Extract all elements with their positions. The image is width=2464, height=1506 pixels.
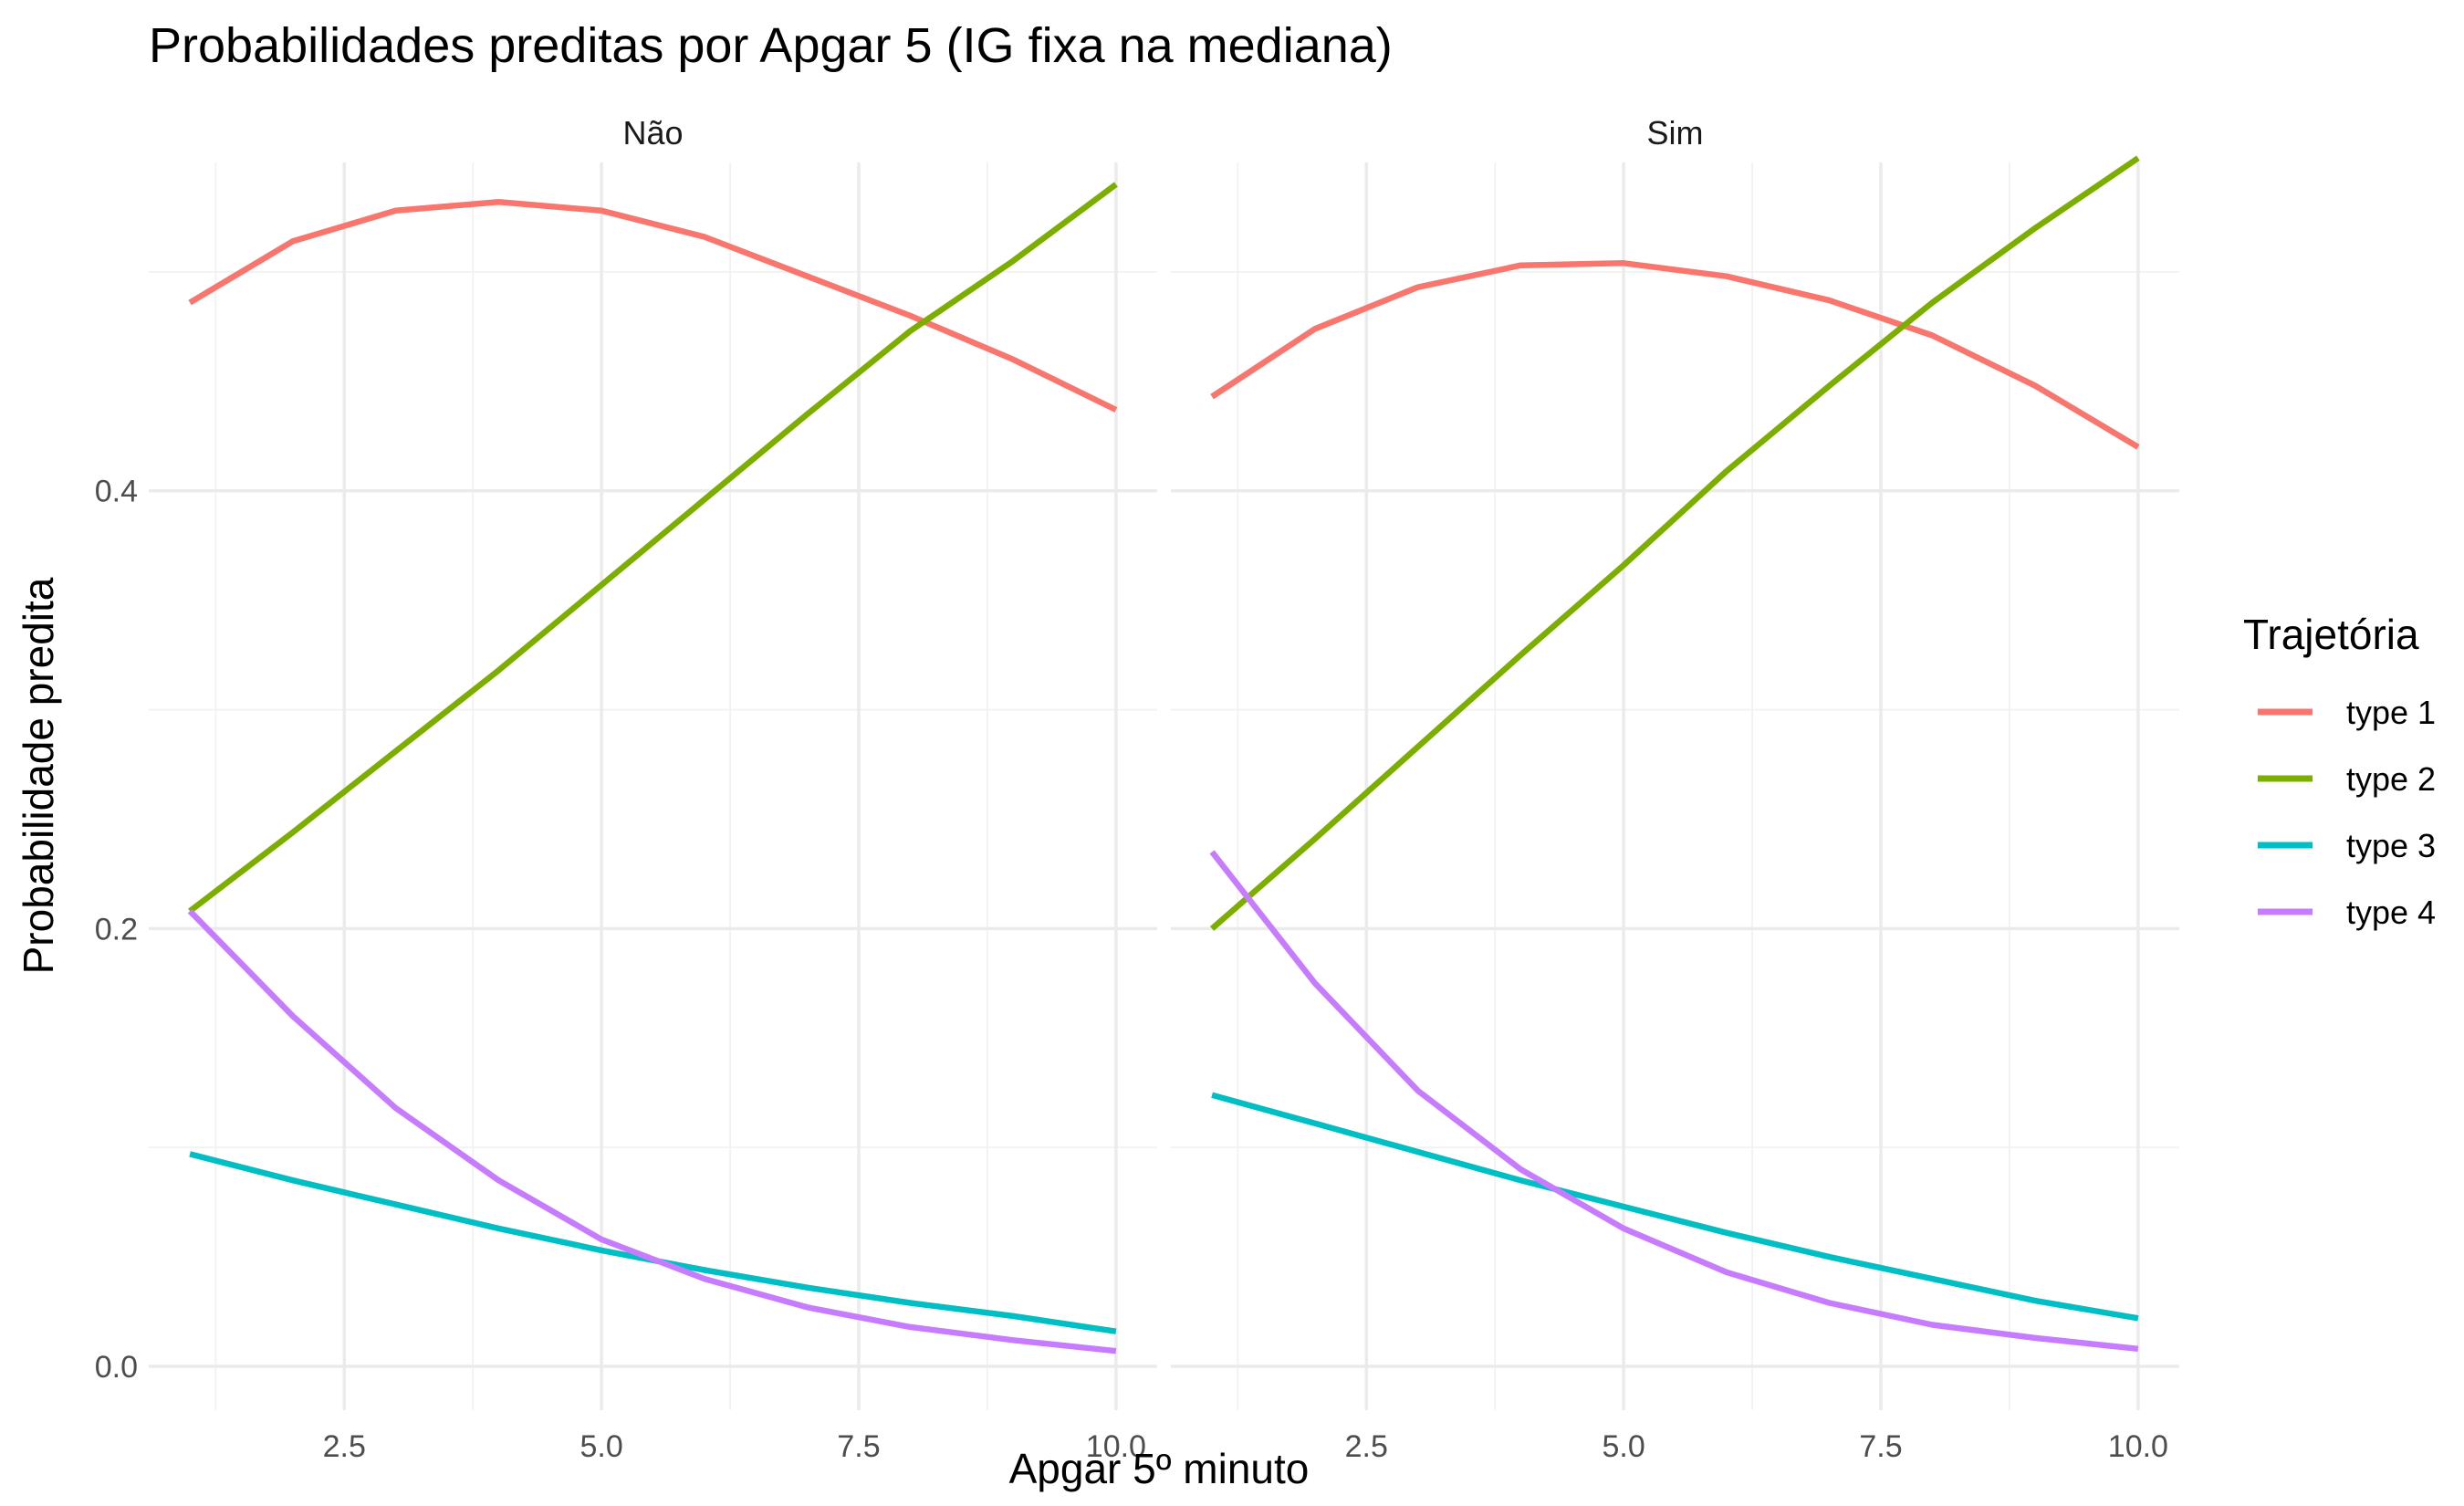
x-tick-label: 5.0	[1602, 1429, 1644, 1464]
x-tick-label: 10.0	[1086, 1429, 1146, 1464]
series-line-type-1	[188, 198, 1118, 413]
legend-label: type 1	[2346, 694, 2436, 731]
series-line-type-3	[189, 1151, 1117, 1334]
series-line-type-4	[187, 908, 1117, 1354]
x-tick-label: 10.0	[2108, 1429, 2168, 1464]
legend-item: type 3	[2258, 827, 2436, 864]
series-line-type-3	[1211, 1092, 2139, 1322]
legend-item: type 2	[2258, 760, 2436, 798]
panel-2: Sim 2.5 5.0 7.5 10.0	[1171, 114, 2179, 1464]
facet-label: Não	[622, 114, 683, 152]
panel-grid	[1171, 162, 2179, 1410]
facet-label: Sim	[1647, 114, 1704, 152]
legend-item: type 1	[2258, 694, 2436, 731]
x-axis-title: Apgar 5º minuto	[1009, 1445, 1310, 1492]
legend-entries: type 1 type 2 type 3 type 4	[2258, 694, 2436, 931]
panels: Não 2.5 5.0 7.5 10.0 0.0 0.2 0.4 Sim 2.5 5.0 7.5 10.…	[95, 114, 2179, 1464]
legend-label: type 4	[2346, 894, 2436, 931]
legend-title: Trajetória	[2243, 611, 2419, 658]
x-tick-label: 2.5	[1345, 1429, 1388, 1464]
x-tick-label: 7.5	[1859, 1429, 1902, 1464]
legend: Trajetória type 1 type 2 type 3 type 4	[2243, 611, 2436, 931]
series-line-type-2	[188, 182, 1118, 914]
panel-grid	[149, 162, 1157, 1410]
y-tick-label: 0.0	[95, 1350, 138, 1385]
x-tick-label: 5.0	[579, 1429, 622, 1464]
y-axis-title: Probabilidade predita	[15, 577, 62, 974]
series-line-type-1	[1210, 260, 2140, 450]
chart-title: Probabilidades preditas por Apgar 5 (IG …	[149, 18, 1393, 73]
x-tick-label: 2.5	[323, 1429, 366, 1464]
legend-label: type 3	[2346, 827, 2436, 864]
y-tick-label: 0.2	[95, 912, 138, 946]
legend-item: type 4	[2258, 894, 2436, 931]
y-tick-label: 0.4	[95, 475, 138, 509]
x-tick-label: 7.5	[837, 1429, 880, 1464]
legend-label: type 2	[2346, 760, 2436, 798]
panel-1: Não 2.5 5.0 7.5 10.0 0.0 0.2 0.4	[95, 114, 1157, 1464]
series-line-type-4	[1209, 850, 2139, 1353]
series-line-type-2	[1209, 155, 2140, 931]
